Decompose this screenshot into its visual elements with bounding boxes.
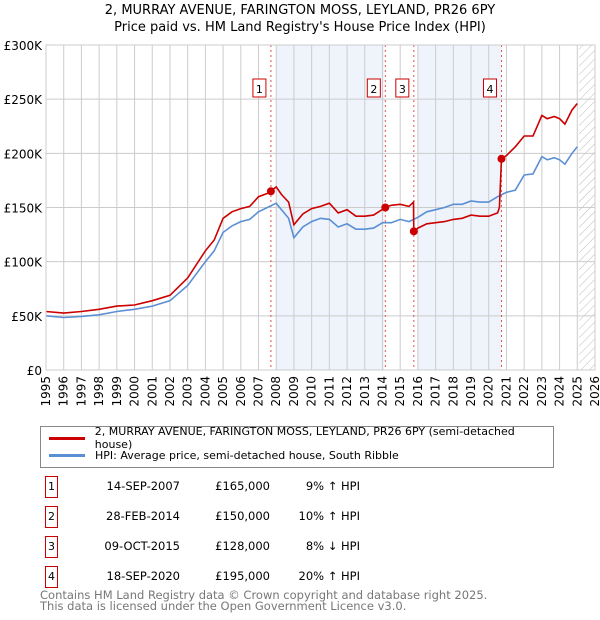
footer: Contains HM Land Registry data © Crown c… [40,588,488,613]
sale-date: 28-FEB-2014 [106,509,180,523]
sale-marker-box: 3 [45,536,58,558]
subtitle-line: Price paid vs. HM Land Registry's House … [114,20,486,35]
blue-line-swatch [49,453,85,457]
sale-hpi-diff: 20% ↑ HPI [298,569,360,583]
sale-hpi-diff: 8% ↓ HPI [305,539,360,553]
chart-title: 2, MURRAY AVENUE, FARINGTON MOSS, LEYLAN… [0,2,600,36]
sale-price: £195,000 [215,569,270,583]
x-tick-label: 1996 [57,376,71,407]
sale-point [266,187,275,196]
sale-marker-box: 2 [45,506,58,528]
sale-price: £128,000 [215,539,270,553]
x-tick-label: 2023 [535,376,549,407]
x-tick-label: 2019 [464,376,478,407]
y-tick-label: £300K [4,39,44,53]
sale-date: 14-SEP-2007 [106,479,180,493]
red-line-swatch [49,436,85,440]
y-tick-label: £100K [4,256,44,270]
x-tick-label: 2007 [252,376,266,407]
sale-row: 4 18-SEP-2020 £195,000 20% ↑ HPI [40,564,600,590]
x-tick-label: 2013 [358,376,372,407]
x-tick-label: 2006 [234,376,248,407]
sale-label-box [252,78,267,98]
x-tick-label: 2014 [375,376,389,407]
sale-hpi-diff: 10% ↑ HPI [298,509,360,523]
price-chart: 1995 1996 1997 1998 1999 2000 2001 2002 2003 2004… [4,39,600,407]
x-tick-label: 2022 [517,376,531,407]
x-tick-label: 2005 [216,376,230,407]
sale-label: 1 [256,83,263,96]
x-tick-label: 2018 [446,376,460,407]
x-tick-label: 2024 [553,376,567,407]
sale-marker-box: 4 [45,566,58,588]
sale-label-box [482,78,497,98]
sale-row: 3 09-OCT-2015 £128,000 8% ↓ HPI [40,534,600,560]
sale-date: 18-SEP-2020 [106,569,180,583]
sale-label: 2 [370,83,377,96]
x-tick-label: 2008 [269,376,283,407]
y-tick-label: £200K [4,147,44,161]
x-tick-label: 2009 [287,376,301,407]
x-tick-label: 2003 [181,376,195,407]
legend-item-property: 2, MURRAY AVENUE, FARINGTON MOSS, LEYLAN… [49,425,553,451]
legend-label: HPI: Average price, semi-detached house,… [95,448,399,462]
sale-date: 09-OCT-2015 [104,539,180,553]
x-tick-label: 1997 [74,376,88,407]
sale-price: £150,000 [215,509,270,523]
x-tick-label: 1999 [110,376,124,407]
sale-point [409,227,418,236]
x-tick-label: 1998 [92,376,106,407]
sale-marker-box: 1 [45,476,58,498]
legend-item-hpi: HPI: Average price, semi-detached house,… [49,447,399,463]
sale-row: 1 14-SEP-2007 £165,000 9% ↑ HPI [40,474,600,500]
sale-point [381,203,390,212]
sale-price: £165,000 [215,479,270,493]
x-tick-label: 2011 [322,376,336,407]
y-tick-label: £250K [4,93,44,107]
x-tick-label: 2021 [499,376,513,407]
sale-row: 2 28-FEB-2014 £150,000 10% ↑ HPI [40,504,600,530]
y-tick-label: £50K [11,310,43,324]
sale-point [497,154,506,163]
x-tick-label: 2026 [588,376,600,407]
footer-line: This data is licensed under the Open Gov… [40,599,407,613]
x-tick-label: 1995 [39,376,53,407]
x-tick-label: 2012 [340,376,354,407]
plot-border [45,44,596,371]
series-line [45,102,578,314]
y-tick-label: £0 [27,364,42,378]
x-tick-label: 2016 [411,376,425,407]
x-tick-label: 2001 [145,376,159,407]
x-tick-label: 2010 [305,376,319,407]
x-tick-label: 2020 [482,376,496,407]
y-tick-label: £150K [4,202,44,216]
x-tick-label: 2015 [393,376,407,407]
series-line [45,146,578,319]
x-tick-label: 2004 [198,376,212,407]
sale-hpi-diff: 9% ↑ HPI [305,479,360,493]
legend: 2, MURRAY AVENUE, FARINGTON MOSS, LEYLAN… [40,425,554,468]
legend-label: 2, MURRAY AVENUE, FARINGTON MOSS, LEYLAN… [94,425,515,451]
sale-label-box [395,78,410,98]
x-tick-label: 2002 [163,376,177,407]
sale-label: 3 [399,83,406,96]
x-tick-label: 2025 [570,376,584,407]
x-tick-label: 2017 [429,376,443,407]
sale-label-box [366,78,381,98]
sale-label: 4 [486,83,493,96]
footer-line: Contains HM Land Registry data © Crown c… [40,588,488,602]
title-line: 2, MURRAY AVENUE, FARINGTON MOSS, LEYLAN… [104,3,496,18]
x-tick-label: 2000 [128,376,142,407]
